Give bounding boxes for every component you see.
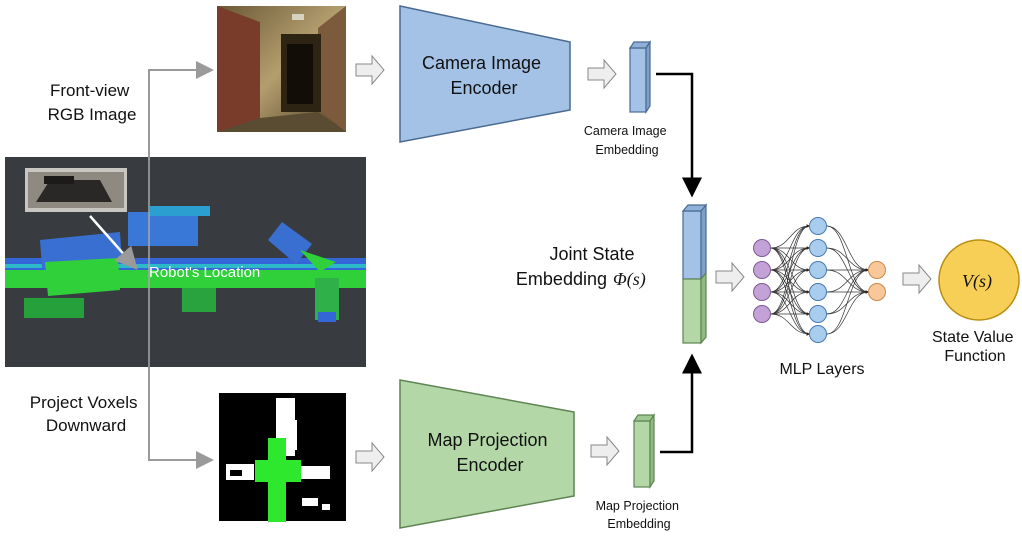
block-arrow-icon [355,54,385,86]
block-arrow-icon [590,435,620,467]
mlp-network [753,217,886,343]
mlp-connection [770,246,810,315]
camera-image-encoder [399,5,571,143]
mlp-connection [770,269,810,336]
project-voxels-label: Project Voxels Downward [30,393,142,435]
front-view-label: Front-view RGB Image [48,81,137,124]
camera-embedding-bar [628,40,652,114]
mlp-connection [770,224,810,315]
mlp-input-node [753,239,771,257]
mlp-connection [770,247,810,336]
mlp-connection [770,313,810,336]
robot-location-arrow [89,215,138,270]
joint-embedding-label: Joint State [549,244,634,264]
map-encoder-label: Map Projection Encoder [427,430,552,475]
mlp-output-node [868,283,886,301]
block-arrow-icon [715,261,745,293]
front-view-arrow [148,61,214,160]
block-arrow-icon [902,263,932,295]
mlp-connection [826,290,869,335]
mlp-connection [826,225,869,272]
state-value-label: State Value Function [932,329,1018,365]
camera-embedding-label: Camera Image Embedding [584,124,670,157]
map-embedding-label: Map Projection Embedding [596,499,683,531]
mlp-output-node [868,261,886,279]
mlp-connection [770,291,810,336]
mlp-connection [826,268,869,315]
mlp-connection [826,268,869,293]
mlp-input-node [753,261,771,279]
camera-encoder-label: Camera Image Encoder [422,53,546,98]
mlp-hidden-node [809,325,827,343]
block-arrow-icon [587,58,617,90]
voxel-map-image [5,157,366,367]
state-value-symbol: V(s) [962,271,992,292]
camera-to-joint-arrow [656,72,702,198]
front-view-photo [217,6,346,132]
mlp-connection [770,224,810,293]
mlp-hidden-node [809,283,827,301]
mlp-connection [826,268,869,335]
joint-embedding-bar [681,203,708,345]
mlp-connection [770,290,810,315]
joint-embedding-label-2: Embedding [516,269,607,289]
mlp-hidden-node [809,239,827,257]
map-projection-encoder [399,379,575,529]
mlp-input-node [753,305,771,323]
project-voxels-arrow [148,367,214,469]
map-to-joint-arrow [660,353,702,454]
state-value-circle [938,239,1020,321]
mlp-hidden-node [809,305,827,323]
map-embedding-bar [632,413,656,489]
block-arrow-icon [355,441,385,473]
joint-embedding-symbol: Φ(s) [613,269,646,290]
robot-location-label: Robot's Location [149,264,260,281]
mlp-connection [826,247,869,272]
mlp-input-node [753,283,771,301]
mlp-hidden-node [809,217,827,235]
mlp-connection [770,224,810,271]
map-projection-image [219,393,346,522]
mlp-label: MLP Layers [779,361,864,378]
mlp-connection [770,268,810,315]
mlp-hidden-node [809,261,827,279]
